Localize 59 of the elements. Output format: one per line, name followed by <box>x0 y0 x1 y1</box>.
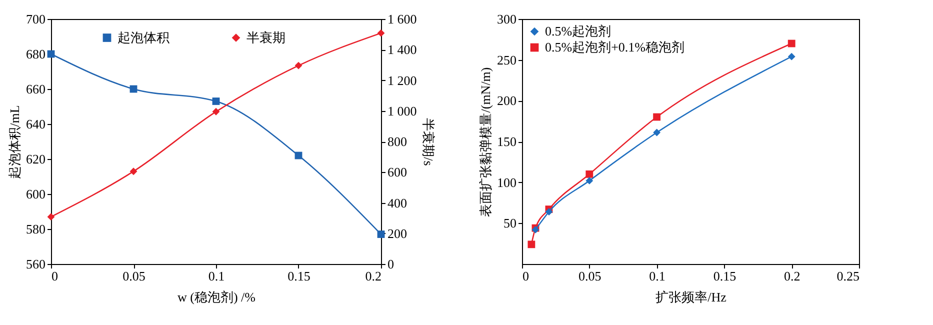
point <box>47 50 55 58</box>
point <box>586 170 594 178</box>
x-tick-label: 0.2 <box>365 268 382 284</box>
y2-tick-label: 0 <box>388 256 394 272</box>
x-tick-label: 0.15 <box>288 268 310 284</box>
y-tick-label: 620 <box>26 152 46 166</box>
point <box>130 168 138 176</box>
point <box>545 208 553 216</box>
x-axis-title: w (稳泡剂) /% <box>178 290 256 304</box>
legend-label: 0.5%起泡剂 <box>545 24 612 38</box>
y-tick-label: 560 <box>26 256 46 272</box>
legend-label: 半衰期 <box>246 30 286 45</box>
x-tick-label: 0.05 <box>122 268 146 284</box>
y2-tick-label: 200 <box>388 226 407 241</box>
point <box>528 240 536 248</box>
y-tick-label: 600 <box>26 186 46 202</box>
y-tick-label: 250 <box>497 52 516 68</box>
y-tick-label: 300 <box>497 12 516 26</box>
x-tick-label: 0.1 <box>649 268 666 284</box>
y2-tick-label: 1 600 <box>388 12 417 26</box>
y2-tick-label: 400 <box>388 195 407 210</box>
point <box>377 230 385 238</box>
y-tick-label: 200 <box>497 93 516 108</box>
y-tick-label: 100 <box>497 174 516 190</box>
y-tick-label: 660 <box>26 82 46 96</box>
point <box>788 52 796 60</box>
legend-label: 0.5%起泡剂+0.1%稳泡剂 <box>545 40 684 54</box>
point <box>377 29 385 37</box>
y-axis-title: 起泡体积/mL <box>7 105 22 179</box>
x-tick-label: 0 <box>522 268 529 284</box>
x-tick-label: 0.1 <box>208 268 225 284</box>
y-tick-label: 640 <box>26 116 46 132</box>
x-axis-title: 扩张频率/Hz <box>656 290 727 304</box>
point <box>212 98 220 105</box>
point <box>294 62 302 70</box>
x-tick-label: 0.15 <box>713 268 736 284</box>
y2-tick-label: 1 000 <box>388 103 417 118</box>
y-tick-label: 150 <box>497 134 516 149</box>
y-tick-label: 50 <box>504 216 516 231</box>
point <box>212 108 220 116</box>
x-tick-label: 0.05 <box>578 268 602 284</box>
y2-tick-label: 800 <box>388 134 407 149</box>
y2-tick-label: 1 400 <box>388 42 417 58</box>
point <box>586 176 594 184</box>
y-tick-label: 580 <box>26 222 46 236</box>
x-tick-label: 0.2 <box>784 268 800 284</box>
x-tick-label: 0.25 <box>836 268 860 284</box>
x-tick-label: 0 <box>52 268 58 284</box>
y-tick-label: 700 <box>26 12 46 26</box>
legend-label: 起泡体积 <box>118 30 170 45</box>
point <box>788 40 796 48</box>
y-tick-label: 680 <box>26 46 46 62</box>
y2-tick-label: 1 200 <box>388 72 417 88</box>
point <box>47 213 55 221</box>
y-axis-title: 表面扩张黏弹模量/(mN/m) <box>478 67 493 217</box>
point <box>653 113 661 121</box>
point <box>653 128 661 136</box>
y2-tick-label: 600 <box>388 164 407 180</box>
y2-axis-title: 半衰期/s <box>420 118 436 166</box>
